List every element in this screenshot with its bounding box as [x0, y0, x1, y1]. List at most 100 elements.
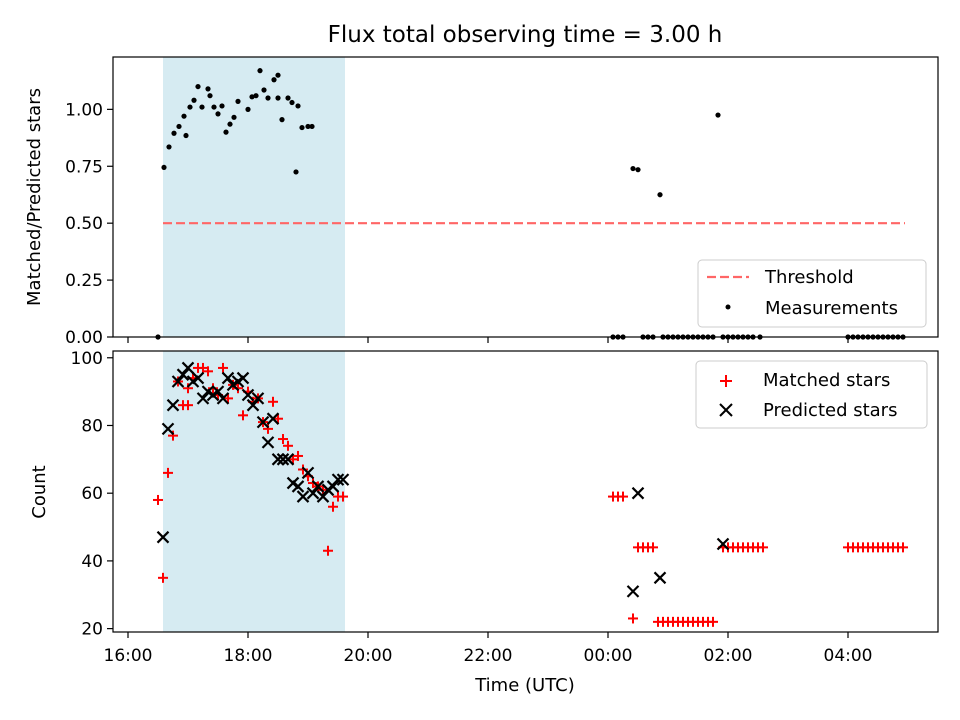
measurement-point — [199, 104, 205, 110]
measurement-point — [271, 77, 277, 83]
measurement-point — [249, 94, 255, 100]
bottom-y-tick-label: 60 — [81, 484, 103, 504]
predicted-star-point — [276, 453, 290, 466]
matched-star-point — [278, 434, 288, 445]
predicted-star-point — [251, 392, 265, 405]
predicted-star-point — [716, 537, 730, 551]
predicted-star-point — [166, 398, 180, 412]
measurement-point — [191, 97, 197, 103]
matched-star-point — [898, 542, 908, 553]
x-tick-label: 02:00 — [704, 646, 753, 666]
predicted-star-point — [271, 453, 285, 466]
measurement-point — [207, 93, 213, 99]
measurement-point — [171, 130, 177, 136]
x-tick-label: 20:00 — [344, 646, 393, 666]
measurement-point — [289, 99, 295, 106]
top-legend: Threshold Measurements — [697, 259, 927, 328]
matched-star-point — [318, 484, 328, 495]
predicted-star-point — [331, 473, 345, 486]
measurement-point — [183, 132, 189, 139]
predicted-star-point — [261, 436, 275, 449]
matched-star-point — [218, 362, 228, 373]
bottom-y-axis-label: Count — [29, 465, 50, 518]
matched-star-point — [203, 366, 213, 377]
predicted-star-point — [256, 415, 270, 429]
measurement-point — [299, 124, 305, 131]
predicted-star-point — [626, 585, 640, 598]
predicted-star-point — [221, 371, 235, 385]
measurement-point — [187, 104, 193, 110]
matched-star-point — [223, 393, 233, 404]
x-tick-label: 16:00 — [104, 646, 153, 666]
predicted-star-point — [176, 368, 190, 381]
measurement-point — [257, 68, 263, 74]
x-tick-label: 18:00 — [224, 646, 273, 666]
measurement-point — [295, 103, 301, 109]
matched-star-point — [153, 494, 163, 505]
measurement-point — [285, 95, 291, 101]
measurement-point — [161, 164, 167, 171]
predicted-star-point — [161, 422, 175, 436]
predicted-star-point — [291, 480, 305, 493]
x-tick-label: 04:00 — [824, 646, 873, 666]
x-axis-label: Time (UTC) — [474, 675, 575, 696]
measurement-point — [635, 167, 641, 173]
legend-threshold-label: Threshold — [764, 267, 854, 288]
measurement-point — [245, 106, 251, 112]
predicted-star-point — [301, 466, 315, 480]
matched-star-point — [273, 413, 283, 424]
predicted-star-point — [216, 392, 230, 405]
top-y-tick-label: 0.50 — [65, 214, 103, 234]
predicted-star-point — [196, 392, 210, 405]
matched-star-point — [283, 440, 293, 451]
predicted-star-point — [336, 473, 350, 486]
matched-star-point — [268, 396, 278, 407]
measurement-point — [181, 113, 187, 119]
measurement-point — [630, 165, 636, 172]
predicted-star-point — [326, 480, 340, 493]
x-tick-label: 00:00 — [584, 646, 633, 666]
top-y-axis-label: Matched/Predicted stars — [24, 88, 45, 306]
matched-star-point — [183, 400, 193, 411]
predicted-star-point — [156, 530, 170, 544]
measurement-point — [219, 103, 225, 109]
matched-star-point — [708, 616, 718, 627]
matched-star-point — [298, 464, 308, 475]
predicted-star-point — [241, 388, 255, 402]
measurement-point — [275, 72, 281, 78]
bottom-y-tick-label: 80 — [81, 416, 103, 436]
predicted-star-point — [306, 486, 320, 500]
measurement-point — [215, 111, 221, 117]
legend-predicted-swatch — [719, 403, 733, 417]
predicted-star-point — [653, 571, 667, 585]
top-y-tick-label: 0.25 — [65, 271, 103, 291]
predicted-star-point — [296, 490, 310, 503]
measurement-point — [715, 112, 721, 118]
measurement-point — [305, 123, 311, 130]
measurement-point — [265, 95, 271, 101]
predicted-star-point — [281, 453, 295, 466]
predicted-star-point — [246, 398, 260, 412]
predicted-star-point — [211, 385, 225, 398]
legend-matched-swatch — [720, 375, 732, 387]
measurement-point — [176, 123, 182, 130]
legend-predicted-label: Predicted stars — [763, 400, 897, 421]
matched-star-point — [263, 423, 273, 434]
bottom-panel-frame — [112, 350, 939, 633]
top-panel: 0.00 0.25 0.50 0.75 1.00 Matched/Predicted s… — [24, 56, 939, 348]
top-legend-box — [697, 259, 927, 328]
bottom-y-tick-label: 100 — [71, 349, 103, 369]
matched-star-point — [163, 467, 173, 478]
top-y-tick-label: 0.00 — [65, 328, 103, 348]
legend-measurements-swatch — [725, 304, 731, 310]
matched-star-point — [328, 501, 338, 512]
measurement-point — [309, 123, 315, 130]
bottom-y-tick-label: 20 — [81, 620, 103, 640]
predicted-star-point — [181, 361, 195, 375]
measurement-point — [253, 93, 259, 99]
chart-title: Flux total observing time = 3.00 h — [328, 22, 723, 48]
measurement-point — [166, 144, 172, 150]
matched-star-point — [168, 430, 178, 441]
matched-star-point — [238, 410, 248, 421]
